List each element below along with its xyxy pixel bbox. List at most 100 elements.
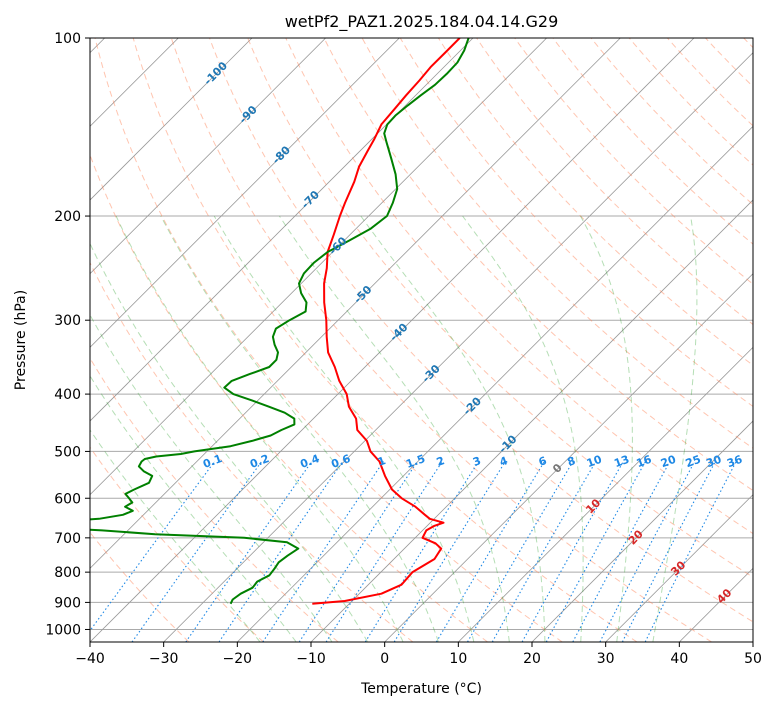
mixing-ratio-label: 3 xyxy=(471,454,483,469)
moist-adiabat-line xyxy=(360,215,546,642)
mixing-ratio-label: 2 xyxy=(435,454,447,469)
dry-adiabat-line xyxy=(399,38,753,408)
isotherm-line xyxy=(384,273,753,642)
moist-adiabat-line xyxy=(462,215,584,642)
dry-adiabat-line xyxy=(323,38,753,492)
y-tick-label: 300 xyxy=(54,313,81,329)
moist-adiabat-line xyxy=(90,429,261,642)
mixing-ratio-line xyxy=(644,461,737,642)
x-tick-label: 40 xyxy=(670,651,688,667)
y-tick-label: 100 xyxy=(54,31,81,47)
isotherm-line xyxy=(458,346,753,642)
y-tick-label: 700 xyxy=(54,531,81,547)
mixing-ratio-label: 4 xyxy=(498,454,510,469)
dry-adiabat-line xyxy=(361,38,753,449)
isotherm-line xyxy=(605,494,753,642)
mixing-ratio-label: 1 xyxy=(376,454,388,469)
moist-adiabat-line xyxy=(580,215,633,642)
plot-frame xyxy=(89,37,754,643)
mixing-ratio-label: 20 xyxy=(659,453,678,471)
temperature-profile-line xyxy=(312,38,461,605)
dry-adiabat-line xyxy=(476,38,753,326)
mixing-ratio-line xyxy=(185,461,313,642)
mixing-ratio-label: 0.2 xyxy=(248,452,271,471)
y-tick-label: 900 xyxy=(54,595,81,611)
mixing-ratio-line xyxy=(90,461,216,632)
mixing-ratio-line xyxy=(393,461,506,642)
y-tick-label: 500 xyxy=(54,444,81,460)
x-tick-label: 0 xyxy=(380,651,389,667)
moist-adiabat-line xyxy=(213,215,475,642)
mixing-ratio-label: 0.6 xyxy=(329,452,352,471)
isotherm-line xyxy=(90,38,474,422)
mixing-ratio-label: 0.4 xyxy=(298,452,321,471)
x-tick-label: 50 xyxy=(744,651,762,667)
y-tick-label: 600 xyxy=(54,491,81,507)
chart-title: wetPf2_PAZ1.2025.184.04.14.G29 xyxy=(285,12,559,32)
x-tick-label: −30 xyxy=(149,651,179,667)
moist-adiabat-line xyxy=(278,215,510,642)
mixing-ratio-line xyxy=(521,461,624,642)
dry-adiabat-line xyxy=(90,446,264,642)
dry-adiabat-line xyxy=(90,261,414,642)
mixing-ratio-line xyxy=(621,461,716,642)
dry-adiabat-line xyxy=(628,38,753,166)
isotherm-line xyxy=(237,125,753,642)
mixing-ratio-label: 1.5 xyxy=(404,452,427,471)
mixing-ratio-line xyxy=(467,461,574,642)
dewpoint-profile-line xyxy=(90,38,470,605)
x-tick-label: −20 xyxy=(223,651,253,667)
mixing-ratio-line xyxy=(262,461,384,642)
isotherm-line xyxy=(90,38,326,275)
dry-adiabat-line xyxy=(209,38,753,623)
moist-adiabat-line xyxy=(652,215,698,642)
mixing-ratio-line xyxy=(364,461,480,642)
plot-area: -100-90-80-70-60-50-40-30-20-10010203040… xyxy=(90,38,753,642)
x-axis-label: Temperature (°C) xyxy=(360,681,482,697)
mixing-ratio-line xyxy=(131,461,263,642)
isotherm-line xyxy=(90,38,695,642)
y-tick-label: 400 xyxy=(54,387,81,403)
y-axis-label: Pressure (hPa) xyxy=(13,290,29,390)
mixing-ratio-label: 30 xyxy=(704,453,723,471)
isotherm-line xyxy=(531,420,753,642)
mixing-ratio-label: 0.1 xyxy=(201,452,224,471)
dry-adiabat-line xyxy=(247,38,753,578)
x-tick-label: −40 xyxy=(75,651,105,667)
moist-adiabat-line xyxy=(160,215,439,642)
mixing-ratio-label: 16 xyxy=(635,453,654,471)
x-tick-label: 30 xyxy=(597,651,615,667)
isotherm-line xyxy=(310,199,753,642)
mixing-ratio-label: 36 xyxy=(725,453,744,471)
y-tick-label: 1000 xyxy=(45,622,81,638)
mixing-ratio-line xyxy=(435,461,545,642)
isotherm-line xyxy=(90,38,400,348)
mixing-ratio-label: 8 xyxy=(566,454,578,469)
moist-adiabat-line xyxy=(90,313,333,642)
dry-adiabat-line xyxy=(132,38,638,642)
dry-adiabat-line xyxy=(590,38,753,206)
isotherm-line xyxy=(90,38,621,569)
isotherm-line xyxy=(90,38,253,201)
x-tick-label: −10 xyxy=(296,651,326,667)
dry-adiabat-line xyxy=(170,38,712,642)
mixing-ratio-label: 6 xyxy=(537,454,549,469)
mixing-ratio-label: 25 xyxy=(684,453,703,470)
x-tick-label: 10 xyxy=(449,651,467,667)
y-tick-label: 200 xyxy=(54,209,81,225)
isotherm-line xyxy=(163,52,753,642)
y-tick-label: 800 xyxy=(54,565,81,581)
mixing-ratio-line xyxy=(491,461,597,642)
axes: −40 −30 −20 −10 0 10 20 30 40 50 1000 900 800 700 600 5… xyxy=(45,31,762,667)
mixing-ratio-label: 10 xyxy=(585,453,604,471)
mixing-ratio-label: 13 xyxy=(612,453,631,470)
moist-adiabat-line xyxy=(90,242,369,642)
dry-adiabat-line xyxy=(514,38,753,285)
x-tick-label: 20 xyxy=(523,651,541,667)
moist-adiabat-line xyxy=(115,215,404,642)
moist-adiabat-line xyxy=(90,374,297,642)
mixing-ratio-line xyxy=(218,461,344,642)
isotherm-line xyxy=(90,38,547,496)
